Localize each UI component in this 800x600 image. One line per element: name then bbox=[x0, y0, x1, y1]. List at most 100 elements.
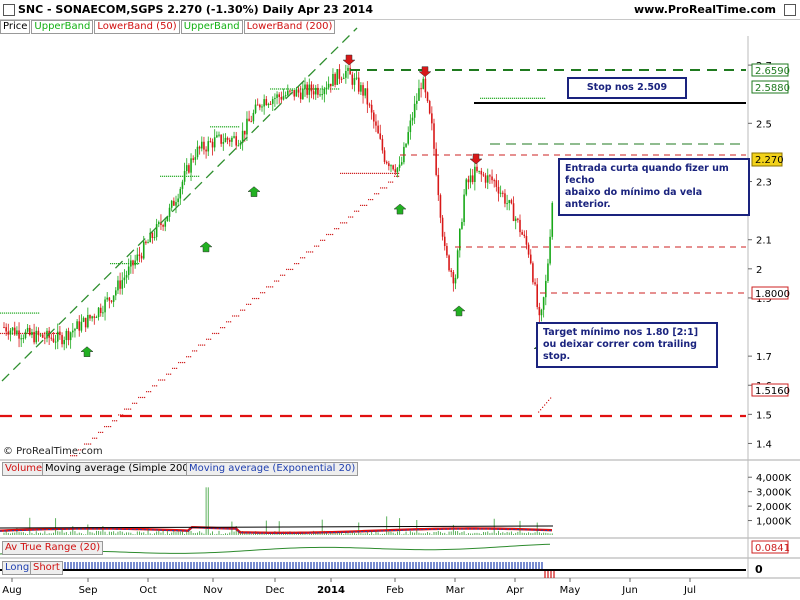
candle-body bbox=[345, 70, 347, 78]
time-tick-label: Jun bbox=[621, 585, 638, 596]
legend-lowerband-50[interactable]: LowerBand (50) bbox=[94, 20, 180, 34]
band-dot bbox=[534, 97, 536, 99]
band-dot bbox=[510, 97, 512, 99]
band-dot bbox=[274, 280, 276, 282]
legend-long[interactable]: Long bbox=[2, 561, 33, 575]
legend-price[interactable]: Price bbox=[0, 20, 31, 34]
window-menu-icon[interactable] bbox=[3, 4, 15, 16]
band-dot bbox=[390, 181, 392, 183]
candle-body bbox=[222, 142, 225, 144]
candle-body bbox=[190, 158, 192, 173]
band-dot bbox=[178, 175, 180, 177]
band-dot bbox=[246, 303, 248, 305]
band-dot bbox=[382, 172, 384, 174]
band-dot bbox=[398, 172, 400, 174]
band-dot bbox=[142, 396, 144, 399]
band-dot bbox=[544, 404, 546, 406]
copyright: © ProRealTime.com bbox=[3, 446, 103, 457]
candle-body bbox=[545, 281, 547, 298]
band-dot bbox=[92, 437, 94, 439]
band-dot bbox=[316, 245, 318, 247]
band-dot bbox=[294, 263, 296, 265]
candle-body bbox=[362, 85, 364, 96]
candle-body bbox=[353, 78, 356, 85]
legend-upperband-50[interactable]: UpperBand bbox=[31, 20, 94, 34]
site-url[interactable]: www.ProRealTime.com bbox=[633, 3, 776, 16]
candle-body bbox=[510, 200, 513, 204]
band-dot bbox=[502, 97, 504, 99]
legend-short[interactable]: Short bbox=[30, 561, 63, 575]
band-dot bbox=[170, 175, 172, 177]
time-tick-label: Mar bbox=[446, 585, 466, 596]
band-dot bbox=[338, 228, 340, 230]
candle-body bbox=[78, 321, 81, 331]
band-dot bbox=[224, 126, 226, 128]
band-dot bbox=[346, 222, 348, 224]
band-dot bbox=[500, 97, 502, 99]
band-dot bbox=[344, 222, 346, 224]
band-dot bbox=[396, 175, 398, 177]
legend-volume[interactable]: Volume bbox=[2, 462, 46, 476]
candle-body bbox=[29, 327, 31, 336]
band-dot bbox=[28, 332, 30, 335]
band-dot bbox=[334, 228, 336, 230]
candle-body bbox=[551, 202, 554, 237]
candle-body bbox=[327, 83, 330, 88]
band-dot bbox=[96, 437, 98, 439]
legend-upperband-200[interactable]: UpperBand bbox=[180, 20, 243, 34]
candle-body bbox=[203, 141, 205, 150]
band-dot bbox=[360, 172, 362, 174]
band-dot bbox=[194, 175, 196, 177]
candle-body bbox=[547, 263, 549, 282]
legend-sma200[interactable]: Moving average (Simple 200) bbox=[42, 462, 196, 476]
band-dot bbox=[512, 97, 514, 99]
band-dot bbox=[528, 97, 530, 99]
band-dot bbox=[328, 233, 330, 236]
band-dot bbox=[382, 187, 384, 189]
candle-body bbox=[76, 321, 78, 329]
band-dot bbox=[332, 233, 334, 236]
candle-body bbox=[218, 134, 220, 136]
band-dot bbox=[106, 425, 108, 428]
band-dot bbox=[6, 312, 8, 314]
candle-body bbox=[211, 141, 214, 148]
band-dot bbox=[384, 187, 386, 189]
band-dot bbox=[352, 172, 354, 174]
candle-body bbox=[293, 90, 296, 97]
band-dot bbox=[538, 411, 540, 413]
candle-body bbox=[162, 224, 164, 227]
candle-body bbox=[220, 134, 222, 144]
legend-lowerband-200[interactable]: LowerBand (200) bbox=[243, 20, 336, 34]
candle-body bbox=[480, 170, 483, 175]
band-dot bbox=[156, 385, 158, 387]
candle-body bbox=[37, 330, 40, 336]
band-dot bbox=[536, 97, 538, 99]
band-dot bbox=[170, 373, 172, 375]
band-dot bbox=[504, 97, 506, 99]
candle-body bbox=[540, 309, 543, 316]
candle-body bbox=[99, 307, 102, 314]
buy-arrow bbox=[393, 203, 407, 215]
band-dot bbox=[360, 204, 362, 206]
target-note: Target mínimo nos 1.80 [2:1] ou deixar c… bbox=[536, 322, 718, 368]
sma200-line bbox=[0, 525, 554, 529]
band-dot bbox=[132, 402, 134, 404]
band-dot bbox=[366, 204, 368, 206]
band-dot bbox=[26, 332, 28, 335]
candle-body bbox=[392, 165, 394, 170]
candle-body bbox=[422, 78, 425, 89]
band-dot bbox=[112, 420, 114, 422]
band-dot bbox=[30, 312, 32, 314]
band-dot bbox=[368, 172, 370, 174]
band-dot bbox=[488, 97, 490, 99]
legend-atr[interactable]: Av True Range (20) bbox=[2, 541, 104, 555]
legend-ema20[interactable]: Moving average (Exponential 20) bbox=[186, 462, 359, 476]
band-dot bbox=[322, 239, 324, 241]
band-dot bbox=[540, 97, 542, 99]
candle-body bbox=[364, 88, 366, 96]
band-dot bbox=[20, 332, 22, 335]
close-icon[interactable] bbox=[784, 4, 796, 16]
band-dot bbox=[10, 312, 12, 314]
band-dot bbox=[128, 408, 130, 410]
candle-body bbox=[61, 335, 63, 345]
